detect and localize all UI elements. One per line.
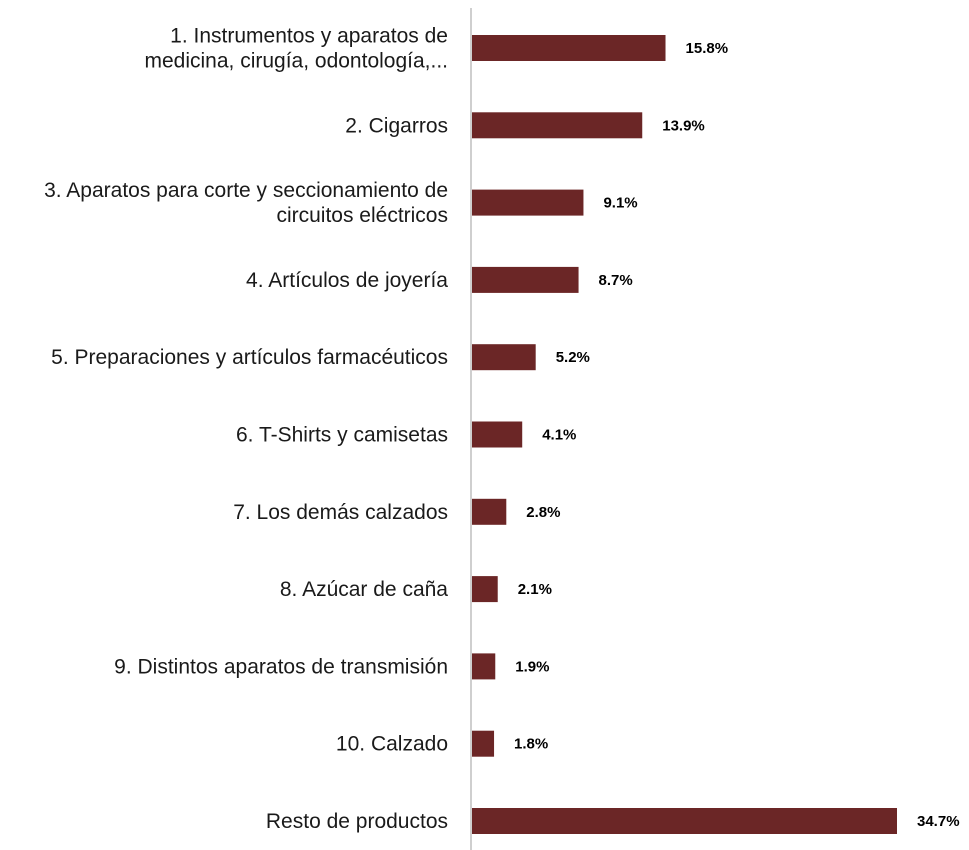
bar (472, 266, 579, 293)
bar (472, 112, 643, 139)
bars-group (472, 35, 897, 834)
bar-value-label: 2.1% (518, 581, 552, 598)
category-label: 2. Cigarros (345, 114, 448, 137)
category-label: 10. Calzado (336, 733, 448, 756)
bar (472, 189, 584, 216)
category-label: circuitos eléctricos (276, 204, 448, 227)
bar (472, 344, 536, 371)
bar-value-label: 2.8% (526, 504, 560, 521)
bar-value-label: 8.7% (599, 272, 633, 289)
bar (472, 421, 523, 448)
category-label: 4. Artículos de joyería (246, 269, 448, 292)
category-label: 7. Los demás calzados (233, 501, 448, 524)
bar-value-label: 34.7% (917, 813, 960, 830)
bar-value-label: 1.8% (514, 736, 548, 753)
bar-value-label: 9.1% (603, 195, 637, 212)
bar (472, 730, 495, 757)
bar-value-label: 13.9% (662, 117, 705, 134)
category-label: 1. Instrumentos y aparatos de (170, 25, 448, 48)
category-label: 3. Aparatos para corte y seccionamiento … (44, 179, 448, 202)
category-label: 8. Azúcar de caña (280, 578, 448, 601)
category-label: 6. T-Shirts y camisetas (236, 424, 448, 447)
bar (472, 653, 496, 680)
bar (472, 808, 897, 834)
bar-value-label: 5.2% (556, 349, 590, 366)
category-label: Resto de productos (266, 810, 448, 833)
bar (472, 35, 666, 61)
bar-value-label: 4.1% (542, 427, 576, 444)
value-labels-group: 15.8% 13.9% 9.1% 8.7% 5.2% 4.1% 2.8% 2.1% 1.9% 1.… (514, 40, 960, 830)
category-label: 9. Distintos aparatos de transmisión (114, 655, 448, 678)
bar-value-label: 15.8% (686, 40, 729, 57)
bar (472, 498, 507, 525)
bar (472, 576, 498, 603)
category-label: medicina, cirugía, odontología,... (144, 50, 448, 73)
bar-value-label: 1.9% (515, 658, 549, 675)
category-label: 5. Preparaciones y artículos farmacéutic… (51, 346, 448, 369)
